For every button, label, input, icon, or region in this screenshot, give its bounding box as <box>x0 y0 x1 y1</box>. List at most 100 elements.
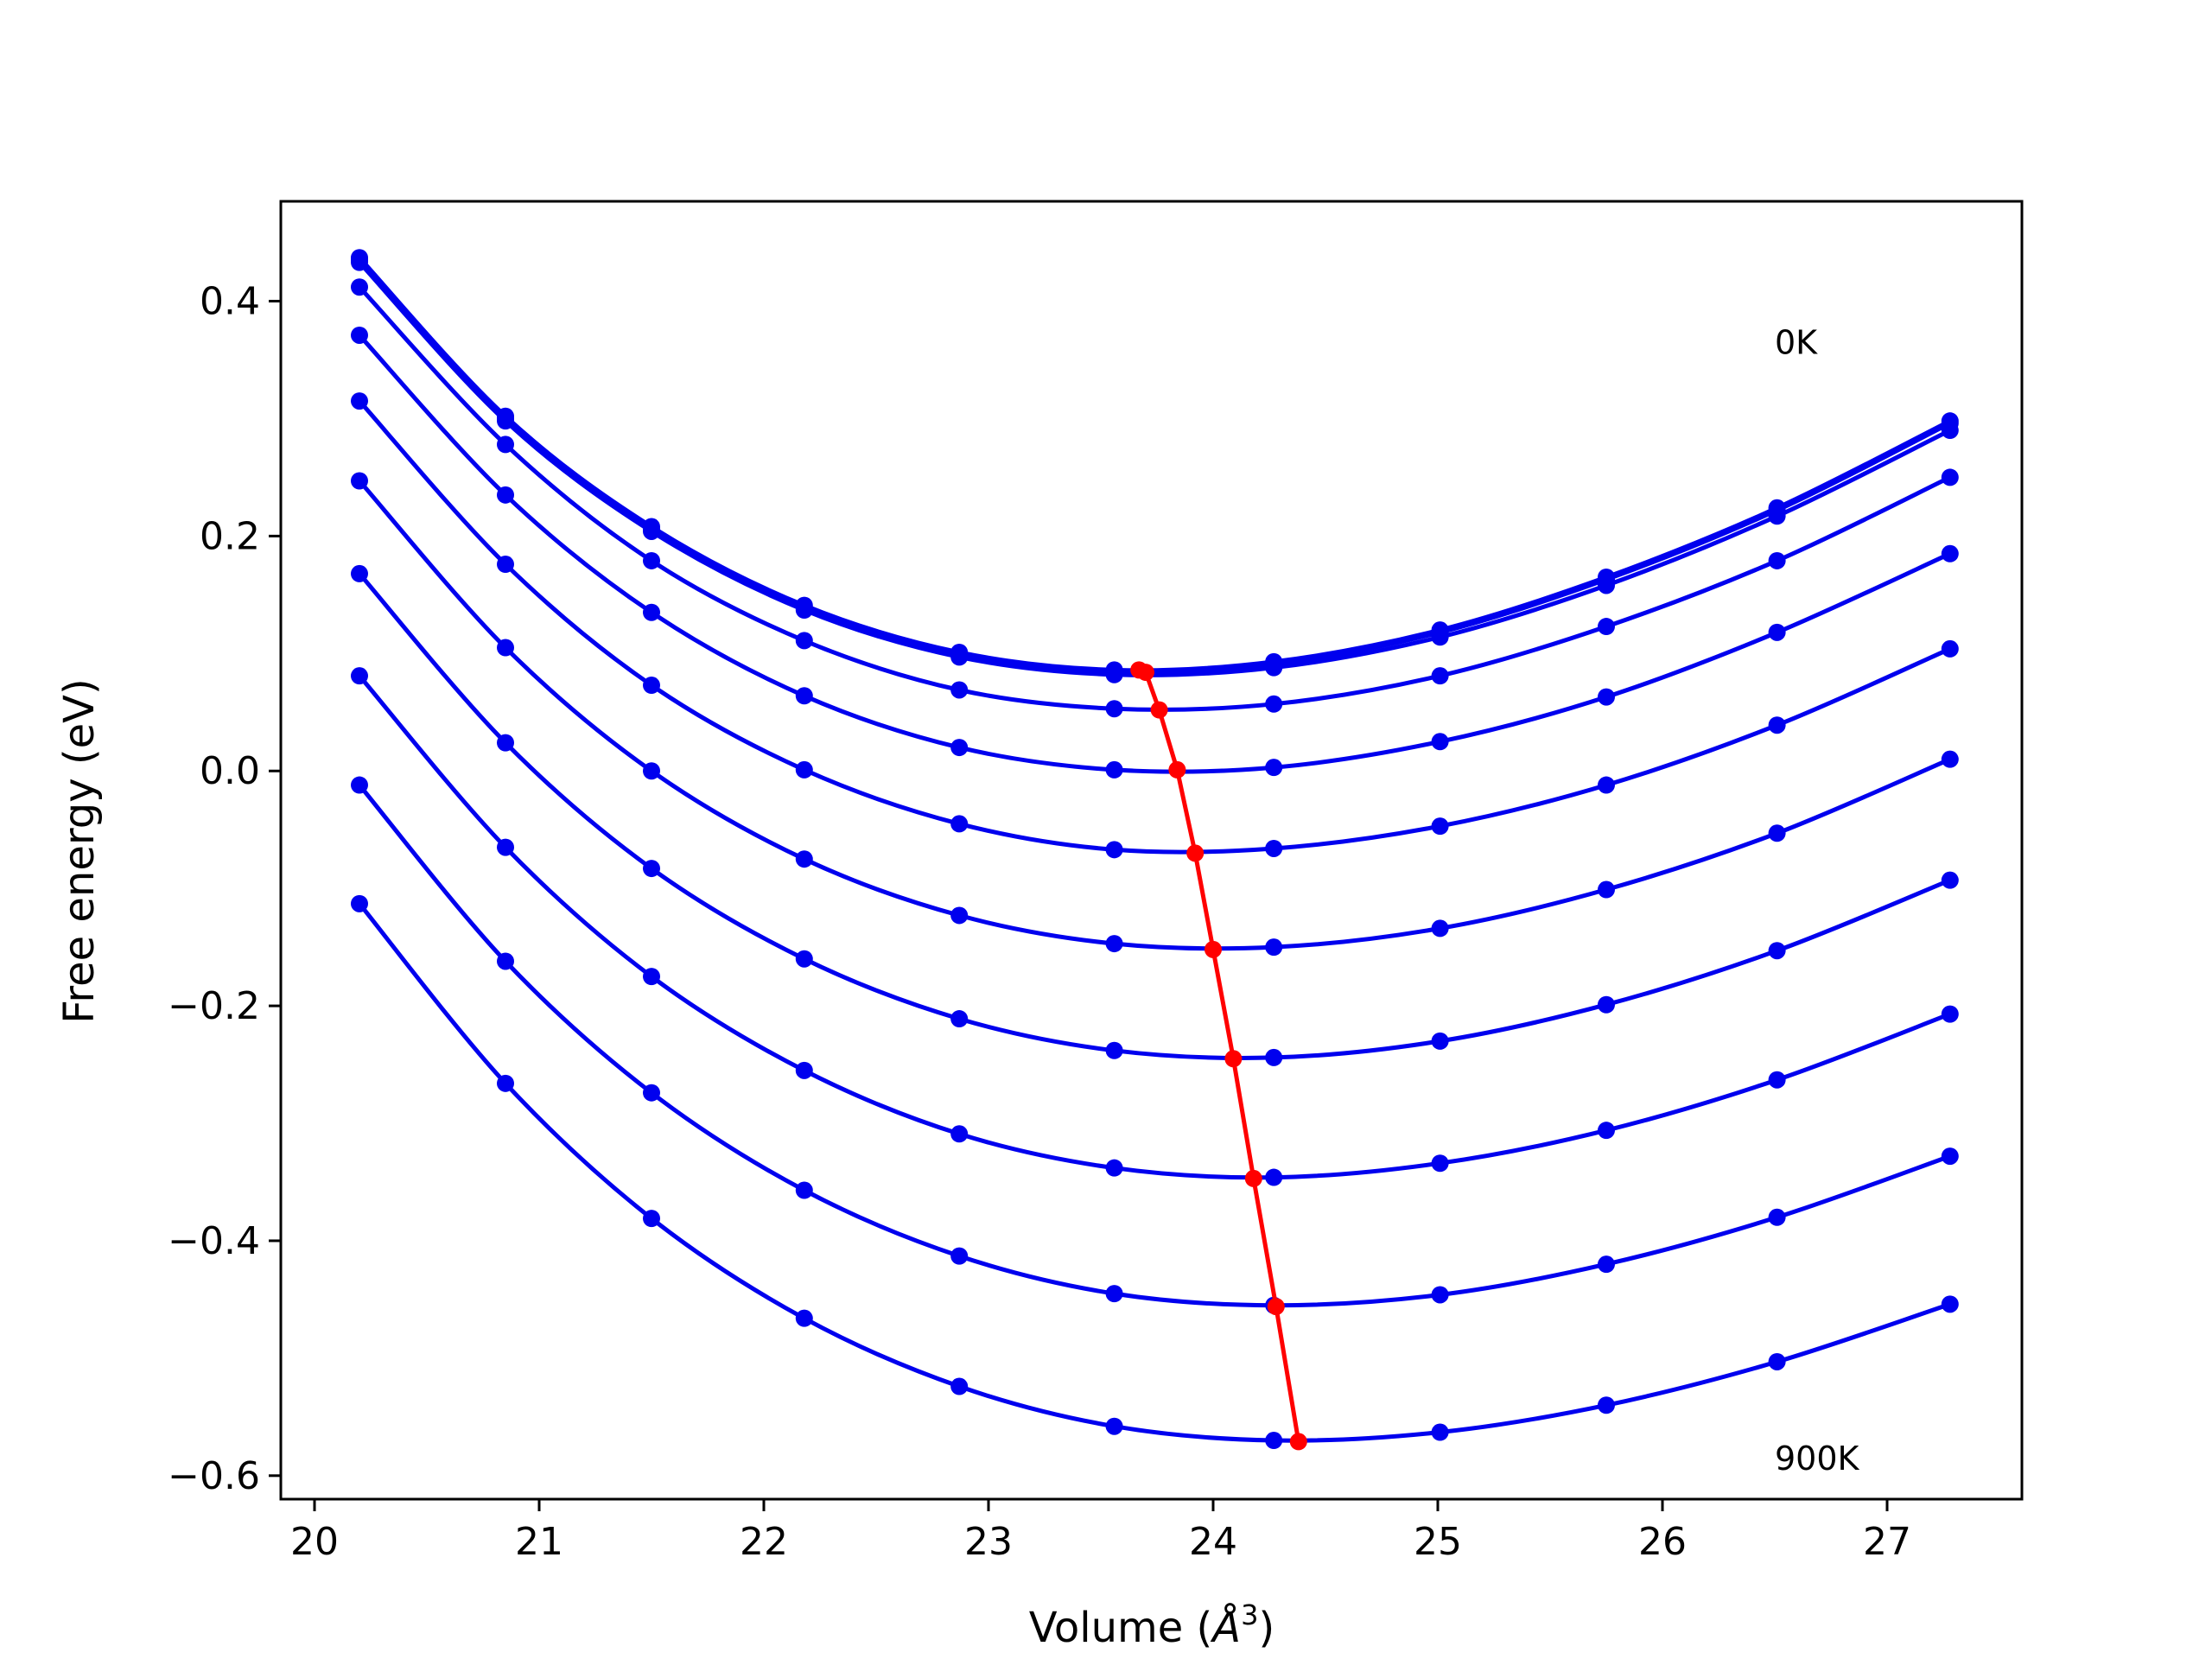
data-point <box>643 522 660 540</box>
minima-point <box>1267 1298 1285 1316</box>
series-10 <box>351 894 1959 1450</box>
minima-point <box>1205 940 1222 958</box>
data-point <box>643 603 660 621</box>
data-point <box>497 734 514 752</box>
data-point <box>950 1377 969 1395</box>
data-point <box>950 815 969 833</box>
data-point <box>1265 1168 1283 1186</box>
series-5 <box>351 392 1959 859</box>
data-point <box>643 1084 660 1102</box>
annotations: 0K 900K <box>1775 324 1860 1478</box>
data-point <box>351 776 368 794</box>
data-point <box>1105 700 1123 718</box>
data-point <box>643 860 660 878</box>
annotation-label: 0K <box>1775 324 1818 362</box>
data-point <box>1768 507 1786 525</box>
data-point <box>1941 1005 1959 1023</box>
data-point <box>351 564 368 582</box>
x-axis-title-symbol: Å <box>1210 1603 1241 1652</box>
data-point <box>1768 623 1786 641</box>
data-point <box>1941 544 1959 563</box>
data-point <box>1598 1255 1615 1274</box>
x-tick-label: 24 <box>1189 1520 1237 1564</box>
minima-point <box>1168 760 1186 779</box>
data-point <box>351 278 368 296</box>
y-tick-label: 0.4 <box>200 280 260 324</box>
data-point <box>795 850 813 868</box>
series-3 <box>351 278 1959 718</box>
series-0 <box>351 249 1959 679</box>
data-point <box>1768 1071 1786 1089</box>
data-point <box>1598 1122 1615 1140</box>
series-line <box>358 256 1951 673</box>
data-point <box>1941 871 1959 889</box>
data-point <box>497 486 514 504</box>
data-point <box>1768 551 1786 569</box>
series-6 <box>351 472 1959 957</box>
x-tick-label: 23 <box>964 1520 1013 1564</box>
series-line <box>358 399 1951 855</box>
data-point <box>950 1125 969 1143</box>
data-point <box>795 601 813 620</box>
data-point <box>497 838 514 856</box>
data-point <box>1431 1154 1449 1173</box>
x-axis-title: Volume (Å3) <box>1029 1599 1274 1652</box>
data-point <box>1265 1048 1283 1066</box>
data-point <box>1105 1285 1123 1303</box>
data-point <box>1598 618 1615 636</box>
series-1 <box>351 251 1959 682</box>
data-point <box>1105 1159 1123 1177</box>
data-point <box>950 739 969 757</box>
series-4 <box>351 326 1959 779</box>
annotation-label: 900K <box>1775 1440 1860 1478</box>
data-point <box>1265 839 1283 857</box>
series-2 <box>351 253 1959 683</box>
data-point <box>643 551 660 569</box>
series-8 <box>351 667 1959 1186</box>
x-tick-label: 21 <box>515 1520 563 1564</box>
data-point <box>1105 1417 1123 1435</box>
plot-frame <box>279 200 2024 1501</box>
y-tick-label: −0.4 <box>168 1219 260 1263</box>
data-point <box>1431 1286 1449 1304</box>
data-point <box>1105 665 1123 683</box>
data-point <box>1598 1396 1615 1414</box>
y-tick-label: −0.2 <box>168 984 260 1028</box>
data-point <box>1431 1032 1449 1050</box>
data-point <box>1265 1432 1283 1450</box>
data-point <box>1105 841 1123 859</box>
data-point <box>1941 750 1959 768</box>
data-point <box>950 1010 969 1028</box>
data-point <box>1941 422 1959 440</box>
data-point <box>497 639 514 657</box>
series-7 <box>351 564 1959 1066</box>
series-line <box>358 784 1951 1308</box>
data-point <box>1105 935 1123 953</box>
x-tick-label: 27 <box>1863 1520 1911 1564</box>
minima-line <box>1138 668 1301 1442</box>
data-point <box>950 648 969 666</box>
data-point <box>1768 716 1786 734</box>
x-tick-label: 22 <box>740 1520 788 1564</box>
minima-point <box>1137 664 1154 682</box>
data-point <box>795 760 813 779</box>
data-point <box>950 906 969 925</box>
x-axis-title-close: ) <box>1258 1604 1274 1652</box>
data-point <box>1431 817 1449 836</box>
data-point <box>1431 919 1449 938</box>
minima-point <box>1150 701 1168 719</box>
series-9 <box>351 776 1959 1314</box>
minima-series <box>1130 661 1307 1451</box>
data-point <box>1768 942 1786 960</box>
y-tick-label: −0.6 <box>168 1454 260 1498</box>
data-point <box>497 952 514 970</box>
data-point <box>1941 468 1959 486</box>
data-point <box>1941 1295 1959 1313</box>
x-tick-label: 26 <box>1638 1520 1687 1564</box>
data-point <box>1265 938 1283 957</box>
data-point <box>643 677 660 695</box>
data-point <box>950 681 969 699</box>
data-point <box>795 632 813 650</box>
data-point <box>643 1210 660 1228</box>
